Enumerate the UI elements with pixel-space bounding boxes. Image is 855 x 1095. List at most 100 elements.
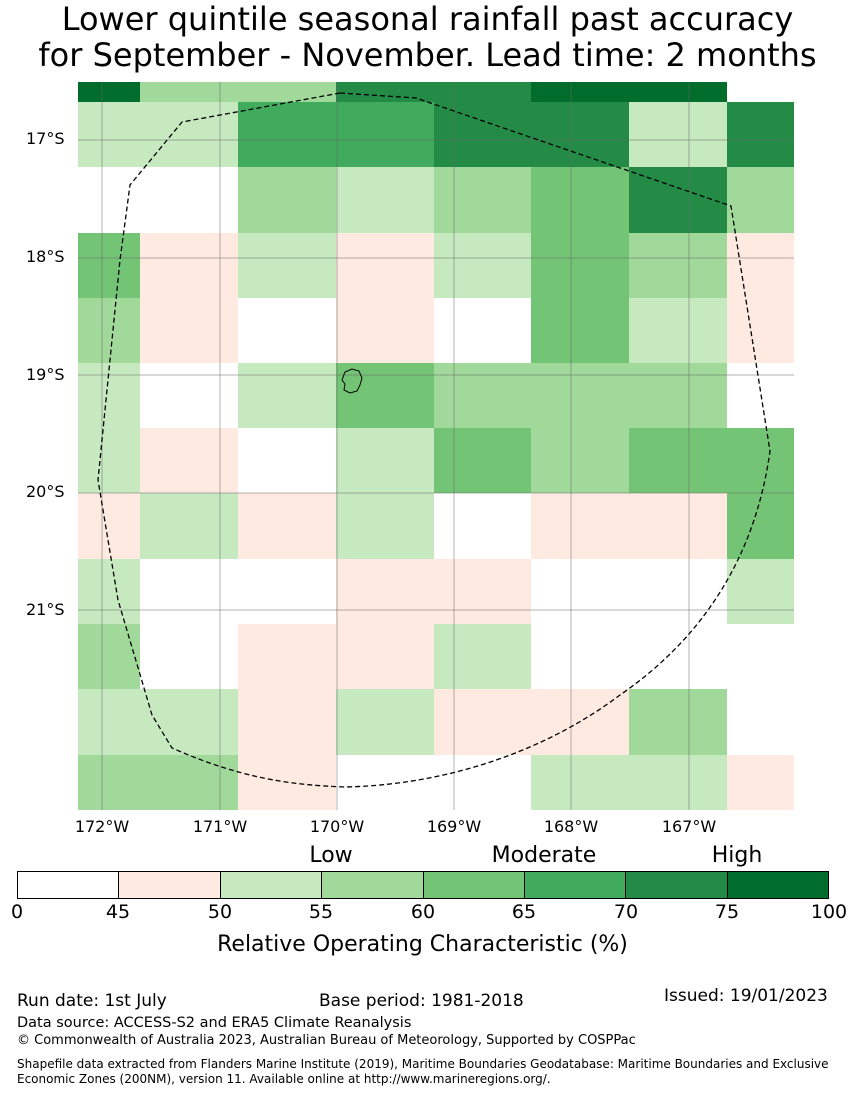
- map-grid-cell: [434, 493, 531, 559]
- shapefile-credit-line-1: Shapefile data extracted from Flanders M…: [17, 1057, 829, 1071]
- data-source: Data source: ACCESS-S2 and ERA5 Climate …: [17, 1015, 412, 1031]
- map-grid-cell: [78, 82, 140, 102]
- map-grid-cell: [336, 233, 434, 298]
- colorbar-segment: [626, 872, 728, 898]
- map-grid-cell: [629, 493, 727, 559]
- map-grid-cell: [238, 167, 336, 233]
- map-grid-cell: [140, 363, 238, 428]
- map-grid-cell: [629, 624, 727, 689]
- map-grid-cell: [727, 233, 794, 298]
- map-grid-cell: [531, 755, 629, 810]
- map-grid-cell: [336, 493, 434, 559]
- map-grid-cell: [78, 755, 140, 810]
- map-grid-cell: [727, 102, 794, 167]
- grid-cells: [78, 82, 794, 810]
- map-grid-cell: [238, 102, 336, 167]
- colorbar-segment: [220, 872, 323, 898]
- map-grid-cell: [140, 689, 238, 755]
- map-grid-cell: [434, 428, 531, 493]
- colorbar-tick: 100: [810, 901, 848, 923]
- map-grid-cell: [434, 233, 531, 298]
- map-grid-cell: [336, 624, 434, 689]
- map-grid-cell: [727, 689, 794, 755]
- colorbar-tick: 45: [105, 901, 131, 923]
- map-grid-cell: [727, 82, 794, 102]
- colorbar-segment: [727, 872, 828, 898]
- category-label-moderate: Moderate: [491, 843, 597, 868]
- map-grid-cell: [531, 233, 629, 298]
- shapefile-credit-line-2: Economic Zones (200NM), version 11. Avai…: [17, 1072, 551, 1086]
- map-grid-cell: [727, 624, 794, 689]
- map-grid-cell: [238, 298, 336, 363]
- map-grid-cell: [531, 428, 629, 493]
- map-grid-cell: [727, 755, 794, 810]
- lat-label-17s: 17°S: [26, 129, 65, 148]
- lat-label-21s: 21°S: [26, 600, 65, 619]
- lat-label-19s: 19°S: [26, 365, 65, 384]
- map-grid-cell: [531, 493, 629, 559]
- map-grid-cell: [78, 102, 140, 167]
- colorbar-segment: [524, 872, 627, 898]
- lon-label-169w: 169°W: [426, 817, 482, 836]
- colorbar-segment: [322, 872, 424, 898]
- colorbar-tick: 70: [613, 901, 639, 923]
- map-grid-cell: [336, 298, 434, 363]
- chart-title-line-2: for September - November. Lead time: 2 m…: [38, 36, 817, 74]
- colorbar-segment: [119, 872, 221, 898]
- colorbar-tick: 60: [410, 901, 436, 923]
- lat-label-18s: 18°S: [26, 247, 65, 266]
- map-grid-cell: [238, 624, 336, 689]
- map-grid-cell: [531, 82, 629, 102]
- map-grid-cell: [531, 298, 629, 363]
- map-grid-cell: [531, 167, 629, 233]
- graticule-lines: [78, 82, 794, 810]
- category-label-low: Low: [309, 843, 353, 868]
- map-grid-cell: [434, 689, 531, 755]
- map-grid-cell: [140, 298, 238, 363]
- map-grid-cell: [434, 755, 531, 810]
- map-grid-cell: [531, 363, 629, 428]
- colorbar-segment: [18, 872, 120, 898]
- map-grid-cell: [727, 298, 794, 363]
- map-grid-cell: [531, 559, 629, 624]
- rainfall-accuracy-map: [78, 82, 794, 810]
- colorbar-segment: [423, 872, 525, 898]
- map-grid-cell: [78, 363, 140, 428]
- map-grid-cell: [531, 624, 629, 689]
- map-grid-cell: [727, 167, 794, 233]
- base-period: Base period: 1981-2018: [319, 991, 524, 1011]
- chart-title-line-1: Lower quintile seasonal rainfall past ac…: [61, 0, 794, 38]
- map-grid-cell: [238, 428, 336, 493]
- map-grid-cell: [140, 428, 238, 493]
- map-grid-cell: [434, 559, 531, 624]
- map-grid-cell: [238, 689, 336, 755]
- map-grid-cell: [336, 755, 434, 810]
- lon-label-171w: 171°W: [192, 817, 248, 836]
- map-grid-cell: [629, 82, 727, 102]
- map-grid-cell: [140, 755, 238, 810]
- copyright-notice: © Commonwealth of Australia 2023, Austra…: [17, 1033, 636, 1048]
- map-grid-cell: [629, 689, 727, 755]
- colorbar-tick: 50: [207, 901, 233, 923]
- map-grid-cell: [78, 624, 140, 689]
- map-grid-cell: [78, 298, 140, 363]
- map-grid-cell: [140, 559, 238, 624]
- niue-island-outline: [341, 368, 363, 394]
- map-grid-cell: [140, 624, 238, 689]
- map-grid-cell: [336, 167, 434, 233]
- map-grid-cell: [434, 624, 531, 689]
- map-grid-cell: [434, 167, 531, 233]
- map-grid-cell: [434, 363, 531, 428]
- map-grid-cell: [727, 428, 794, 493]
- colorbar: [17, 871, 829, 899]
- map-grid-cell: [336, 428, 434, 493]
- eez-boundary-line: [97, 92, 771, 788]
- map-grid-cell: [140, 82, 238, 102]
- map-grid-cell: [629, 102, 727, 167]
- map-grid-cell: [336, 102, 434, 167]
- colorbar-tick: 65: [511, 901, 537, 923]
- map-grid-cell: [727, 363, 794, 428]
- map-grid-cell: [238, 493, 336, 559]
- map-grid-cell: [140, 102, 238, 167]
- colorbar-tick: 55: [308, 901, 334, 923]
